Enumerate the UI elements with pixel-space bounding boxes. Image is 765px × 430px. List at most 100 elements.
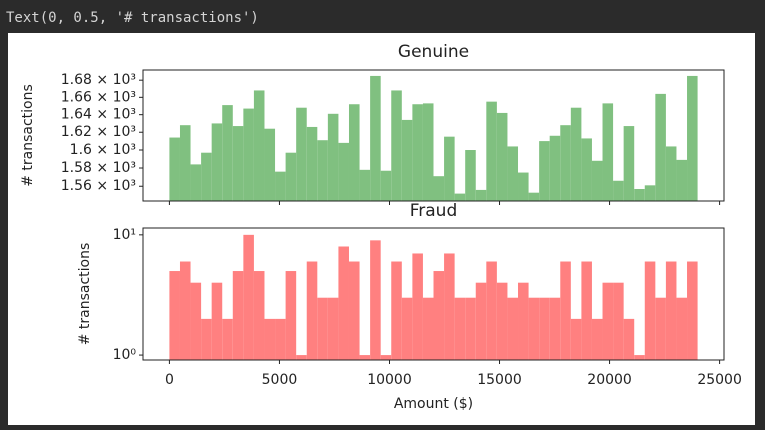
bar xyxy=(486,101,497,201)
bar xyxy=(211,282,223,360)
bar xyxy=(359,355,371,360)
bar xyxy=(539,141,550,201)
bar xyxy=(465,297,476,360)
x-tick-label: 20000 xyxy=(587,372,632,388)
bar xyxy=(581,138,592,201)
bar xyxy=(264,318,276,360)
bar xyxy=(201,318,212,360)
bar xyxy=(243,108,254,201)
bar xyxy=(211,123,223,201)
bar xyxy=(201,152,212,201)
bar xyxy=(222,318,233,360)
bar xyxy=(570,318,582,360)
bar xyxy=(190,164,202,201)
bar xyxy=(528,192,540,201)
axes-title: Genuine xyxy=(398,42,469,62)
bar xyxy=(570,107,582,201)
bar xyxy=(370,75,381,201)
bar xyxy=(412,104,423,201)
bar xyxy=(665,146,677,201)
bar xyxy=(602,103,614,201)
y-tick-label: 1.6 × 10³ xyxy=(70,142,136,158)
bar xyxy=(348,104,360,201)
y-tick-label: 1.68 × 10³ xyxy=(61,72,136,88)
y-axis-label: # transactions xyxy=(77,243,93,346)
bar xyxy=(623,318,635,360)
bar xyxy=(359,169,371,201)
bar xyxy=(338,246,349,360)
bar xyxy=(169,271,180,360)
bar xyxy=(285,271,297,360)
bar xyxy=(623,126,635,201)
bar xyxy=(348,261,360,360)
bar xyxy=(602,282,614,360)
bar xyxy=(528,297,540,360)
bar xyxy=(327,297,339,360)
x-tick-label: 15000 xyxy=(477,372,522,388)
x-tick-label: 25000 xyxy=(697,372,742,388)
bar xyxy=(591,160,603,201)
bar xyxy=(549,135,561,201)
bar xyxy=(687,261,698,360)
bar xyxy=(243,234,254,360)
bar xyxy=(285,152,297,201)
bar xyxy=(465,150,476,201)
bar xyxy=(264,128,276,201)
y-tick-label: 1.66 × 10³ xyxy=(61,89,136,105)
bar xyxy=(644,185,656,201)
bar xyxy=(496,112,508,201)
bar xyxy=(222,105,233,201)
bar xyxy=(401,119,413,201)
axes-title: Fraud xyxy=(410,201,458,221)
axes-frame xyxy=(142,227,725,361)
bar xyxy=(391,90,402,201)
y-tick-label: 10¹ xyxy=(113,227,136,243)
y-tick-label: 1.62 × 10³ xyxy=(61,124,136,140)
bar xyxy=(253,271,265,360)
bar xyxy=(644,261,656,360)
x-tick-label: 10000 xyxy=(367,372,412,388)
bar xyxy=(412,253,423,360)
bar xyxy=(655,297,666,360)
bar xyxy=(296,107,307,201)
x-tick-label: 5000 xyxy=(262,372,298,388)
bar xyxy=(454,297,466,360)
bar xyxy=(232,271,244,360)
bar xyxy=(549,297,561,360)
y-tick-label: 1.64 × 10³ xyxy=(61,107,136,123)
bar xyxy=(539,297,550,360)
x-tick-label: 0 xyxy=(165,372,174,388)
bar xyxy=(179,261,191,360)
bar xyxy=(613,282,624,360)
bar xyxy=(433,176,445,201)
bar xyxy=(444,253,455,360)
bar xyxy=(306,261,318,360)
bar xyxy=(634,355,645,360)
bar xyxy=(560,261,571,360)
x-axis-label: Amount ($) xyxy=(394,396,473,412)
y-tick-label: 1.56 × 10³ xyxy=(61,178,136,194)
bar xyxy=(591,318,603,360)
bar xyxy=(190,282,202,360)
bar xyxy=(317,140,328,201)
bar xyxy=(179,125,191,201)
bar xyxy=(306,126,318,201)
bar xyxy=(454,193,466,201)
bar xyxy=(338,142,349,201)
bar xyxy=(327,113,339,201)
y-tick-label: 10⁰ xyxy=(113,347,137,363)
bar xyxy=(655,93,666,201)
bar xyxy=(676,159,688,201)
bar xyxy=(232,126,244,201)
bar xyxy=(317,297,328,360)
bar xyxy=(507,146,519,201)
bar xyxy=(401,297,413,360)
bar xyxy=(275,318,286,360)
bar xyxy=(507,297,519,360)
bar xyxy=(380,355,392,360)
bar xyxy=(581,261,592,360)
bar xyxy=(391,261,402,360)
bar xyxy=(422,103,434,201)
bar xyxy=(560,125,571,201)
